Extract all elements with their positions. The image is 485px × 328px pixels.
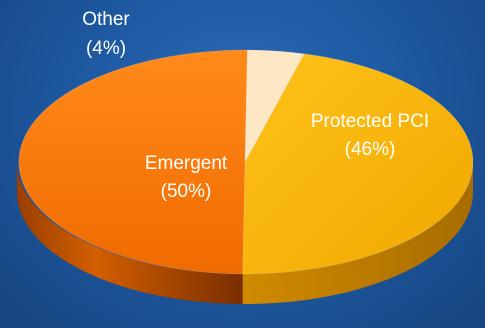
pie-slice-other [244,49,305,163]
slice-percent-other: (4%) [86,38,126,59]
slice-percent-protected-pci: (46%) [345,139,396,160]
slice-label-other: Other [82,9,130,30]
pie-slice-emergent [18,49,248,275]
pie-side-protected-pci [242,162,473,304]
slice-label-emergent: Emergent [145,153,228,174]
slice-percent-emergent: (50%) [161,181,212,202]
pie-side-layer [17,162,473,304]
slice-label-protected-pci: Protected PCI [311,111,429,132]
pie-slice-protected-pci [242,53,474,275]
pie-top-layer [18,49,474,275]
pie-side-emergent [17,162,243,304]
